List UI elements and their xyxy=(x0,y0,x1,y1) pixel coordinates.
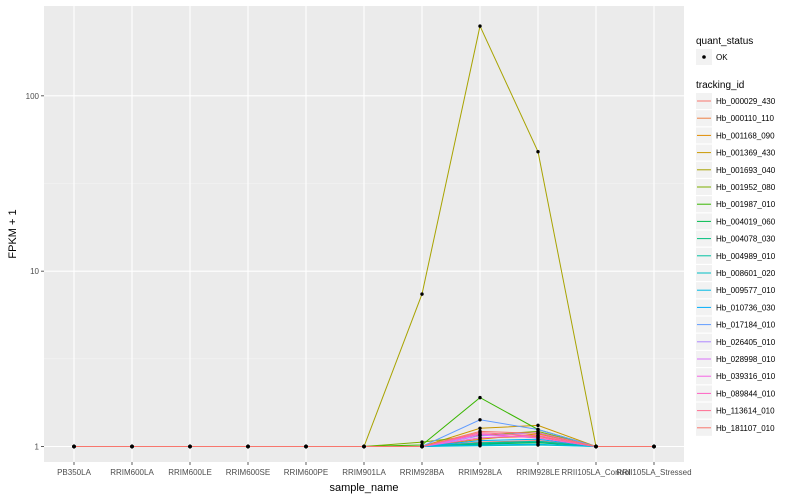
x-axis-title: sample_name xyxy=(329,482,398,494)
data-point xyxy=(478,443,482,447)
legend-label-tracking-id: Hb_026405_010 xyxy=(716,338,776,347)
data-point xyxy=(246,444,250,449)
legend-label-tracking-id: Hb_001987_010 xyxy=(716,200,776,209)
legend-label-tracking-id: Hb_001168_090 xyxy=(716,131,775,140)
data-point xyxy=(594,444,598,449)
legend-label-tracking-id: Hb_000029_430 xyxy=(716,97,776,106)
y-tick-label: 1 xyxy=(35,442,40,451)
data-point xyxy=(536,431,540,435)
data-point xyxy=(478,24,482,28)
data-point xyxy=(478,436,482,440)
data-point xyxy=(130,444,134,449)
data-point xyxy=(478,438,482,443)
data-point xyxy=(536,434,540,438)
data-point xyxy=(478,429,482,434)
legend-label-tracking-id: Hb_028998_010 xyxy=(716,355,776,364)
legend: quant_status OK tracking_id Hb_000029_430 Hb… xyxy=(696,36,776,436)
data-point xyxy=(478,418,482,422)
x-tick-label: RRIM600LE xyxy=(168,468,212,477)
data-point xyxy=(362,444,366,449)
data-point xyxy=(652,444,656,449)
x-tick-label: RRIM928LA xyxy=(458,468,502,477)
x-tick-label: RRII105LA_Control xyxy=(561,468,631,477)
data-point xyxy=(536,423,540,428)
data-point xyxy=(536,427,540,432)
legend-label-tracking-id: Hb_004019_060 xyxy=(716,217,776,226)
legend-label-tracking-id: Hb_009577_010 xyxy=(716,286,776,295)
legend-label-tracking-id: Hb_008601_020 xyxy=(716,269,776,278)
legend-label-tracking-id: Hb_010736_030 xyxy=(716,303,776,312)
legend-label-tracking-id: Hb_001952_080 xyxy=(716,183,776,192)
legend-label-tracking-id: Hb_113614_010 xyxy=(716,407,775,416)
y-axis-title: FPKM + 1 xyxy=(7,209,19,258)
data-points xyxy=(72,24,656,449)
legend-label-tracking-id: Hb_001369_430 xyxy=(716,149,776,158)
legend-label-tracking-id: Hb_089844_010 xyxy=(716,389,776,398)
legend-title-quant-status: quant_status xyxy=(696,36,753,47)
x-tick-label: RRIM600PE xyxy=(284,468,328,477)
legend-label-tracking-id: Hb_017184_010 xyxy=(716,321,776,330)
y-axis: 1 10 100 xyxy=(26,92,44,451)
legend-label-tracking-id: Hb_181107_010 xyxy=(716,424,775,433)
x-tick-label: RRIM928BA xyxy=(400,468,445,477)
legend-label-tracking-id: Hb_039316_010 xyxy=(716,372,776,381)
data-point xyxy=(478,395,482,400)
legend-label-tracking-id: Hb_000110_110 xyxy=(716,114,775,123)
data-point xyxy=(536,442,540,446)
x-tick-label: RRIM901LA xyxy=(342,468,386,477)
legend-label-tracking-id: Hb_004078_030 xyxy=(716,235,776,244)
x-tick-label: PB350LA xyxy=(57,468,91,477)
data-point xyxy=(420,440,424,444)
data-point xyxy=(188,444,192,449)
y-tick-label: 10 xyxy=(30,267,39,276)
legend-key-point xyxy=(702,55,706,59)
data-point xyxy=(478,426,482,430)
legend-label-tracking-id: Hb_001693_040 xyxy=(716,166,776,175)
x-tick-label: RRIM600SE xyxy=(226,468,270,477)
legend-label-tracking-id: Hb_004989_010 xyxy=(716,252,776,261)
x-tick-label: RRII105LA_Stressed xyxy=(616,468,691,477)
grid-lines xyxy=(44,6,684,462)
data-point xyxy=(420,292,424,296)
data-point xyxy=(304,444,308,449)
x-tick-label: RRIM600LA xyxy=(110,468,154,477)
legend-title-tracking-id: tracking_id xyxy=(696,80,744,91)
data-point xyxy=(420,444,424,449)
data-point xyxy=(536,150,540,154)
legend-label-quant-status: OK xyxy=(716,53,728,62)
data-point xyxy=(72,444,76,449)
y-tick-label: 100 xyxy=(26,92,40,101)
x-tick-label: RRIM928LE xyxy=(516,468,560,477)
x-axis: PB350LA RRIM600LA RRIM600LE RRIM600SE RRIM60… xyxy=(57,462,692,477)
